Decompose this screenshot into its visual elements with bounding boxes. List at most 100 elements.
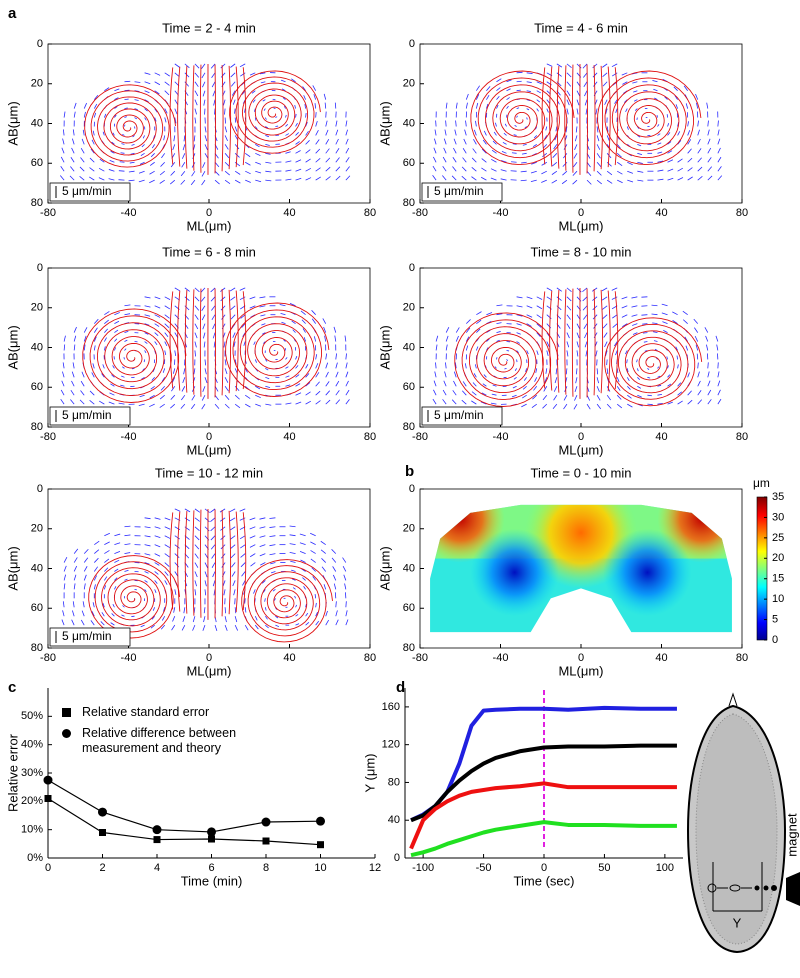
colorbar-tick-label: 20 — [772, 552, 784, 564]
velocity-arrow — [522, 143, 527, 146]
velocity-arrow — [667, 141, 672, 145]
velocity-arrow — [62, 371, 65, 378]
velocity-arrow — [573, 403, 578, 410]
velocity-arrow — [432, 175, 437, 181]
velocity-arrow — [259, 553, 266, 557]
velocity-arrow — [63, 583, 66, 590]
velocity-arrow — [657, 160, 664, 163]
velocity-arrow — [83, 335, 87, 342]
velocity-arrow — [666, 356, 668, 360]
velocity-arrow — [697, 138, 701, 145]
velocity-arrow — [331, 557, 337, 563]
velocity-arrow — [445, 120, 447, 127]
velocity-arrow — [657, 133, 661, 136]
velocity-arrow — [496, 78, 502, 83]
velocity-arrow — [154, 517, 161, 520]
velocity-arrow — [617, 179, 623, 184]
velocity-arrow — [526, 314, 533, 318]
velocity-arrow — [697, 390, 702, 396]
legend-entry: Relative difference between measurement … — [60, 726, 257, 756]
velocity-arrow — [294, 104, 296, 109]
velocity-arrow — [325, 166, 331, 172]
x-tick-label: -80 — [40, 652, 56, 664]
velocity-arrow — [566, 63, 572, 68]
velocity-arrow — [170, 403, 176, 409]
velocity-arrow — [151, 377, 155, 381]
velocity-arrow — [83, 102, 87, 109]
velocity-arrow — [61, 147, 65, 154]
velocity-arrow — [536, 90, 541, 94]
velocity-arrow — [311, 318, 316, 324]
velocity-arrow — [131, 143, 135, 146]
velocity-arrow — [500, 169, 507, 172]
velocity-arrow — [717, 120, 719, 127]
velocity-arrow — [717, 389, 721, 396]
velocity-arrow — [172, 616, 176, 622]
velocity-arrow — [249, 517, 256, 521]
velocity-arrow — [259, 296, 266, 299]
velocity-arrow — [234, 624, 239, 631]
velocity-arrow — [443, 380, 447, 387]
colorbar-tick-label: 5 — [772, 613, 778, 625]
velocity-arrow — [536, 305, 543, 310]
velocity-arrow — [280, 79, 286, 83]
velocity-arrow — [504, 123, 507, 127]
velocity-arrow — [606, 394, 612, 401]
velocity-arrow — [201, 179, 206, 186]
velocity-arrow — [492, 140, 497, 145]
velocity-arrow — [442, 166, 447, 172]
x-tick-label: -40 — [493, 652, 509, 664]
velocity-arrow — [312, 576, 316, 581]
velocity-arrow — [262, 589, 266, 593]
velocity-arrow — [697, 166, 703, 172]
velocity-arrow — [183, 135, 186, 142]
velocity-arrow — [104, 567, 109, 572]
velocity-arrow — [591, 287, 598, 292]
velocity-arrow — [270, 562, 276, 565]
velocity-arrow — [657, 375, 661, 378]
velocity-arrow — [661, 312, 668, 316]
velocity-arrow — [615, 350, 618, 356]
velocity-arrow — [677, 382, 682, 387]
velocity-arrow — [616, 386, 621, 391]
velocity-arrow — [265, 403, 272, 406]
velocity-arrow — [73, 583, 76, 590]
velocity-arrow — [520, 179, 527, 182]
velocity-arrow — [566, 99, 570, 106]
velocity-arrow — [473, 129, 477, 136]
velocity-arrow — [325, 129, 329, 136]
velocity-arrow — [274, 598, 276, 601]
velocity-arrow — [574, 144, 578, 151]
velocity-arrow — [315, 602, 317, 608]
velocity-arrow — [213, 341, 216, 348]
velocity-arrow — [442, 156, 447, 163]
velocity-arrow — [325, 362, 329, 369]
velocity-arrow — [279, 304, 286, 307]
scale-label: 5 μm/min — [434, 184, 484, 198]
velocity-arrow — [224, 179, 231, 184]
velocity-arrow — [657, 178, 664, 181]
velocity-arrow — [305, 373, 310, 378]
velocity-arrow — [73, 111, 76, 118]
velocity-arrow — [461, 390, 467, 396]
velocity-arrow — [89, 176, 95, 181]
velocity-arrow — [275, 624, 280, 628]
velocity-arrow — [533, 386, 538, 391]
velocity-arrow — [214, 403, 220, 409]
velocity-arrow — [144, 305, 151, 308]
velocity-arrow — [652, 322, 658, 325]
velocity-arrow — [128, 170, 135, 173]
velocity-arrow — [432, 398, 437, 405]
y-tick-label: 40 — [31, 341, 43, 353]
velocity-arrow — [103, 585, 107, 590]
velocity-arrow — [262, 332, 266, 335]
velocity-arrow — [201, 170, 206, 177]
velocity-arrow — [576, 287, 582, 293]
velocity-arrow — [264, 598, 266, 602]
velocity-arrow — [80, 157, 85, 163]
velocity-arrow — [305, 140, 310, 145]
velocity-arrow — [462, 157, 467, 163]
velocity-arrow — [574, 386, 578, 393]
velocity-arrow — [211, 72, 216, 78]
velocity-arrow — [184, 72, 190, 78]
